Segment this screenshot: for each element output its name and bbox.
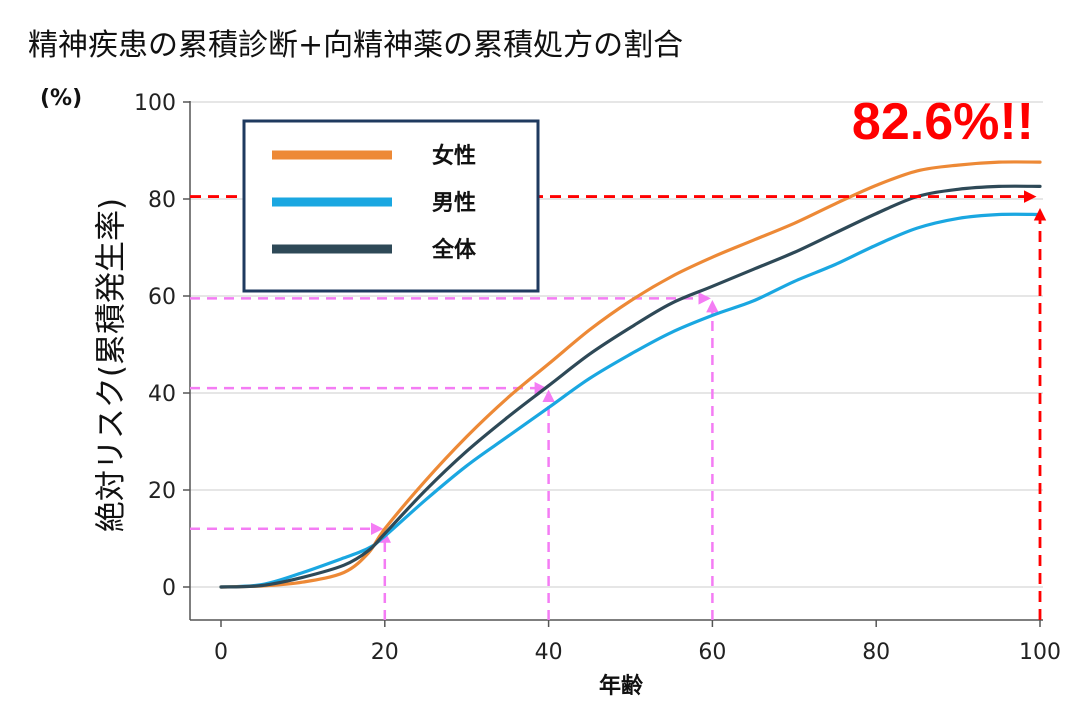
chart-title: 精神疾患の累積診断+向精神薬の累積処方の割合 (28, 28, 684, 63)
series-line-女性 (219, 160, 1042, 589)
legend-label-全体: 全体 (431, 237, 477, 263)
y-tick-label-20: 20 (148, 479, 176, 504)
series-line-全体 (219, 184, 1042, 589)
callout-value: 82.6%!! (851, 93, 1034, 151)
x-tick-label-40: 40 (535, 640, 563, 665)
legend-label-女性: 女性 (432, 143, 476, 169)
axis-layer: 0 20 40 60 80 100 0 20 40 60 80 100 (134, 91, 1061, 665)
x-tick-label-80: 80 (862, 640, 890, 665)
annotation-layer (190, 292, 719, 620)
x-tick-label-20: 20 (371, 640, 399, 665)
y-tick-label-100: 100 (134, 91, 176, 116)
series-line-男性 (219, 212, 1042, 589)
x-tick-label-0: 0 (214, 640, 228, 665)
y-tick-label-40: 40 (148, 382, 176, 407)
y-tick-label-60: 60 (148, 285, 176, 310)
series-layer (190, 160, 1047, 620)
y-tick-label-0: 0 (162, 576, 176, 601)
x-axis-label: 年齢 (599, 673, 644, 699)
legend-label-男性: 男性 (432, 191, 476, 216)
x-tick-label-100: 100 (1019, 640, 1061, 665)
x-tick-label-60: 60 (698, 640, 726, 665)
y-unit-label: (%) (40, 86, 83, 111)
y-tick-label-80: 80 (148, 188, 176, 213)
